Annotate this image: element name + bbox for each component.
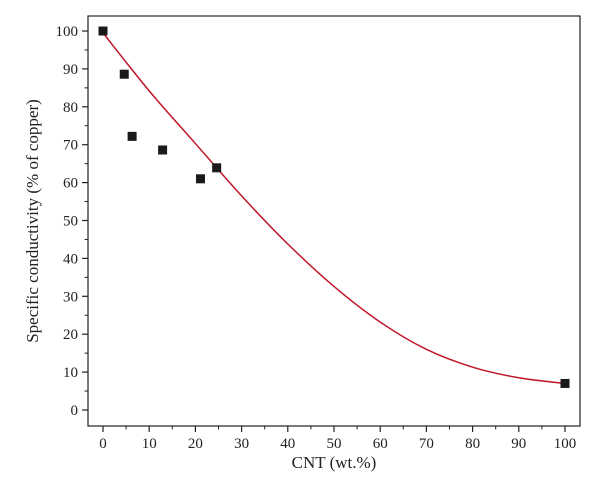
x-tick-label: 90 [511,436,526,452]
x-tick-label: 40 [280,436,295,452]
x-tick-label: 30 [234,436,249,452]
y-tick-label: 50 [63,214,78,230]
x-tick-label: 100 [554,436,577,452]
data-point [98,26,108,36]
fit-curve [102,32,566,385]
data-point [127,131,137,141]
x-tick-label: 60 [373,436,388,452]
y-tick-label: 70 [63,138,78,154]
data-point [119,69,129,79]
x-tick-label: 80 [465,436,480,452]
y-tick-label: 20 [63,327,78,343]
y-tick-label: 40 [63,251,78,267]
y-tick-label: 100 [56,24,79,40]
y-tick-label: 30 [63,289,78,305]
data-point [212,163,222,173]
data-point [560,378,570,388]
y-tick-label: 90 [63,62,78,78]
data-point [158,145,168,155]
x-tick-label: 20 [188,436,203,452]
x-tick-label: 70 [419,436,434,452]
x-tick-label: 0 [99,436,107,452]
x-axis-title: CNT (wt.%) [292,453,377,472]
y-tick-label: 10 [63,365,78,381]
data-point [195,174,205,184]
plot-area [98,26,570,388]
y-axis-title: Specific conductivity (% of copper) [23,99,42,343]
x-tick-label: 10 [142,436,157,452]
plot-frame [87,15,581,427]
axes: 0 10 20 30 40 50 60 70 80 90 100 0 10 20 30 40 50 60 70 80 9… [56,15,581,452]
y-tick-label: 80 [63,100,78,116]
y-tick-label: 0 [71,403,79,419]
y-tick-label: 60 [63,176,78,192]
x-tick-label: 50 [327,436,342,452]
